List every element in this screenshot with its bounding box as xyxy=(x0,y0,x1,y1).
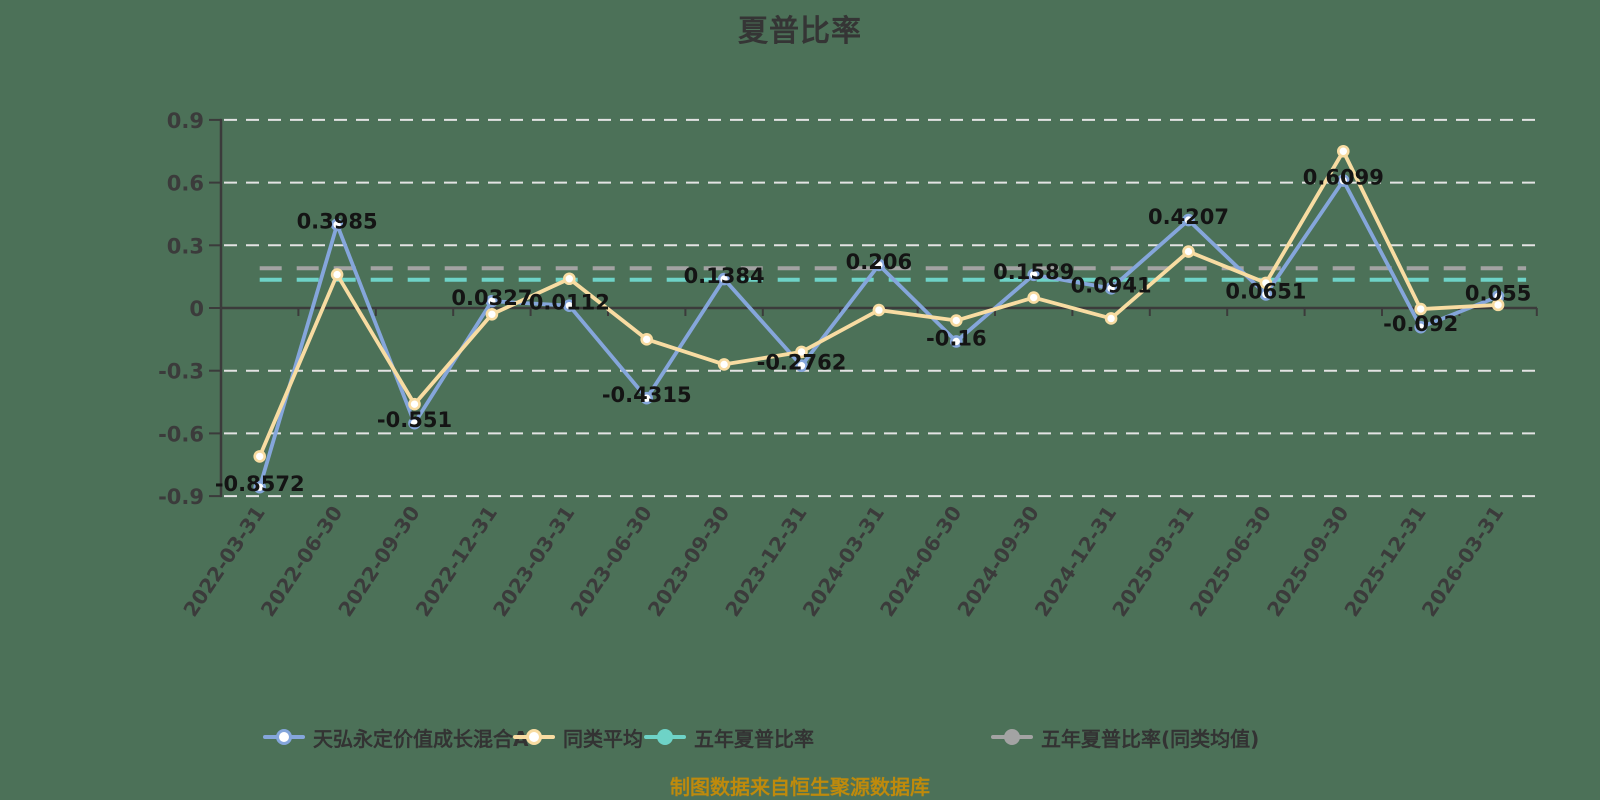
peer-average-data-point[interactable] xyxy=(717,358,731,371)
value-label: -0.4315 xyxy=(602,383,692,407)
fund-data-point[interactable] xyxy=(330,218,344,232)
fund-data-point[interactable] xyxy=(949,335,963,348)
legend-item-label: 五年夏普比率 xyxy=(694,726,814,751)
peer-average-data-point[interactable] xyxy=(330,268,344,281)
chart-title: 夏普比率 xyxy=(738,14,862,49)
legend-marker-icon xyxy=(263,728,305,746)
peer-average-data-point[interactable] xyxy=(949,314,963,327)
peer-average-data-point[interactable] xyxy=(1337,144,1350,158)
x-axis-tick-label: 2023-03-31 xyxy=(488,501,579,620)
value-label: 0.1384 xyxy=(684,264,765,288)
peer-average-data-point[interactable] xyxy=(1027,291,1040,304)
legend-circle-icon xyxy=(1004,729,1020,745)
y-axis-tick-label: -0.3 xyxy=(158,360,204,384)
peer-average-data-point[interactable] xyxy=(872,303,886,317)
fund-data-point[interactable] xyxy=(253,480,267,494)
value-label: 0.4207 xyxy=(1148,205,1229,229)
fund-series-line xyxy=(257,178,1500,490)
peer-average-data-point[interactable] xyxy=(408,397,421,411)
fund-data-point[interactable] xyxy=(562,299,576,312)
x-axis-tick-label: 2022-09-30 xyxy=(333,501,424,620)
x-axis-tick-label: 2025-09-30 xyxy=(1262,501,1353,620)
fund-data-point[interactable] xyxy=(1414,320,1427,334)
x-axis-tick-label: 2025-12-31 xyxy=(1339,501,1430,620)
legend-item-peer-average[interactable]: 同类平均 xyxy=(513,722,643,752)
peer-average-data-point[interactable] xyxy=(1182,245,1195,258)
peer-average-data-point[interactable] xyxy=(485,307,499,321)
value-label: 0.6099 xyxy=(1303,166,1384,190)
y-axis-tick-label: -0.9 xyxy=(158,485,204,509)
peer-average-data-point[interactable] xyxy=(1104,312,1118,325)
legend-circle-icon xyxy=(276,729,292,745)
legend-circle-icon xyxy=(657,729,673,745)
fund-data-point[interactable] xyxy=(485,294,499,308)
value-label: -0.8572 xyxy=(215,472,305,496)
footer-note: 制图数据来自恒生聚源数据库 xyxy=(670,775,930,799)
x-axis-tick-label: 2026-03-31 xyxy=(1417,501,1508,620)
fund-data-point[interactable] xyxy=(640,391,654,405)
x-axis-tick-label: 2022-06-30 xyxy=(256,501,347,620)
value-label: 0.0651 xyxy=(1225,279,1306,303)
x-axis-tick-label: 2023-12-31 xyxy=(720,501,811,620)
legend-marker-icon xyxy=(513,728,555,746)
x-axis-tick-label: 2024-03-31 xyxy=(798,501,889,620)
x-axis-tick-label: 2024-09-30 xyxy=(952,501,1043,620)
value-label: 0.0112 xyxy=(529,291,610,315)
value-label: 0.1589 xyxy=(993,260,1074,284)
x-axis-tick-label: 2023-06-30 xyxy=(565,501,656,620)
value-label: -0.551 xyxy=(377,408,452,432)
fund-data-point[interactable] xyxy=(1259,288,1273,301)
x-axis-tick-label: 2022-12-31 xyxy=(411,501,502,620)
peer-average-data-point[interactable] xyxy=(640,333,654,346)
value-label: 0.0941 xyxy=(1071,273,1152,297)
legend-marker-icon xyxy=(644,728,686,746)
fund-data-point[interactable] xyxy=(717,272,731,286)
fund-data-point[interactable] xyxy=(1104,282,1118,295)
peer-average-data-point[interactable] xyxy=(1259,276,1273,290)
legend-item-five-year-sharpe-peer-avg[interactable]: 五年夏普比率(同类均值) xyxy=(991,722,1259,752)
y-axis-tick-label: 0.6 xyxy=(167,172,204,196)
fund-data-point[interactable] xyxy=(1027,268,1040,282)
legend-item-five-year-sharpe[interactable]: 五年夏普比率 xyxy=(644,722,814,752)
y-axis-tick-label: 0.9 xyxy=(167,109,204,133)
fund-data-point[interactable] xyxy=(872,258,886,272)
fund-data-point[interactable] xyxy=(795,359,808,373)
peer-average-data-point[interactable] xyxy=(1414,302,1427,316)
value-label: 0.206 xyxy=(846,250,912,274)
x-axis-tick-label: 2022-03-31 xyxy=(178,501,269,620)
value-label: 0.055 xyxy=(1465,282,1531,306)
legend-item-fund[interactable]: 天弘永定价值成长混合A xyxy=(263,722,528,752)
peer-average-data-point[interactable] xyxy=(795,345,808,359)
x-axis-tick-label: 2025-06-30 xyxy=(1185,501,1276,620)
y-axis-tick-label: 0.3 xyxy=(167,234,204,258)
legend-item-label: 天弘永定价值成长混合A xyxy=(313,726,529,751)
value-label: -0.2762 xyxy=(757,351,847,375)
y-axis-tick-label: -0.6 xyxy=(158,422,204,446)
x-axis-tick-label: 2024-12-31 xyxy=(1030,501,1121,620)
x-axis-tick-label: 2024-06-30 xyxy=(875,501,966,620)
x-axis-tick-label: 2025-03-31 xyxy=(1107,501,1198,620)
legend-marker-icon xyxy=(991,728,1033,746)
fund-data-point[interactable] xyxy=(408,416,421,430)
legend-item-label: 五年夏普比率(同类均值) xyxy=(1041,726,1260,751)
peer-average-data-point[interactable] xyxy=(1491,298,1505,312)
peer-average-data-point[interactable] xyxy=(562,272,576,286)
legend-circle-icon xyxy=(526,729,542,745)
value-label: 0.3985 xyxy=(297,210,378,234)
legend-item-label: 同类平均 xyxy=(563,726,643,751)
fund-data-point[interactable] xyxy=(1337,174,1350,187)
value-label: 0.0327 xyxy=(451,286,532,310)
x-axis-tick-label: 2023-09-30 xyxy=(643,501,734,620)
fund-data-point[interactable] xyxy=(1182,213,1195,227)
value-label: -0.092 xyxy=(1383,312,1458,336)
peer-average-data-point[interactable] xyxy=(253,450,267,463)
y-axis-tick-label: 0 xyxy=(189,297,204,321)
value-label: -0.16 xyxy=(926,326,987,350)
